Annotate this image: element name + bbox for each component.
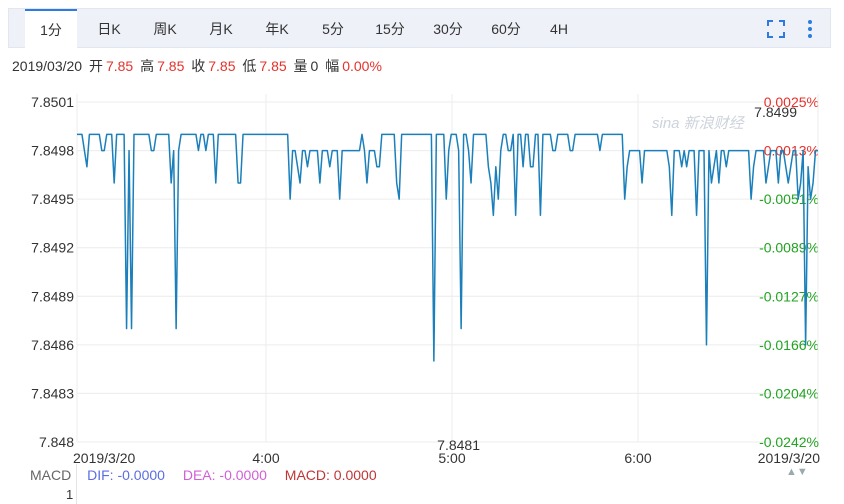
watermark-logo: sina 新浪财经 [652,115,746,132]
open-label: 开 [88,58,103,74]
y-tick-label: 7.8486 [31,337,74,353]
scroll-arrows-icon[interactable]: ▲▼ [786,466,808,478]
x-tick-label: 4:00 [252,450,279,464]
y-tick-label: 7.8498 [31,143,74,159]
more-options-icon[interactable] [800,19,820,39]
tab-5min[interactable]: 5分 [322,21,344,37]
quote-date: 2019/03/20 [12,58,83,74]
toolbar-icons [766,19,820,39]
macd-legend: MACD DIF: -0.0000 DEA: -0.0000 MACD: 0.0… [30,467,391,483]
tab-30min[interactable]: 30分 [433,21,463,37]
volume-label: 量 [293,58,308,74]
range-label: 幅 [325,58,340,74]
macd-title: MACD [30,467,72,483]
y-tick-label: 7.8483 [31,385,74,401]
y-tick-label: 7.8501 [31,94,74,110]
min-price-label: 7.8481 [437,437,480,453]
tab-15min[interactable]: 15分 [375,21,405,37]
pct-tick-label: -0.0089% [759,240,819,256]
low-label: 低 [242,58,257,74]
max-price-label: 7.8499 [754,104,797,120]
tab-1min[interactable]: 1分 [25,9,77,49]
pct-tick-label: 0.0013% [764,143,819,159]
x-tick-label: 2019/3/20 [73,450,135,464]
y-tick-label: 7.848 [39,434,74,450]
range-value: 0.00% [342,58,382,74]
macd-axis-tick: 1 [66,487,74,502]
tab-daily[interactable]: 日K [97,21,121,37]
close-value: 7.85 [208,58,236,74]
tab-monthly[interactable]: 月K [209,21,233,37]
y-tick-label: 7.8492 [31,240,74,256]
x-tick-label: 5:00 [438,450,465,464]
fullscreen-icon[interactable] [766,19,786,39]
pct-tick-label: -0.0127% [759,288,819,304]
tab-60min[interactable]: 60分 [491,21,521,37]
close-label: 收 [191,58,206,74]
high-value: 7.85 [157,58,185,74]
x-tick-label: 2019/3/20 [758,450,820,464]
price-chart[interactable]: 7.8501 0.0025%7.8498 0.0013%7.8495 -0.0051%… [0,80,844,464]
tab-4h[interactable]: 4H [550,21,568,37]
pct-tick-label: -0.0204% [759,385,819,401]
y-tick-label: 7.8489 [31,288,74,304]
high-label: 高 [140,58,155,74]
y-tick-label: 7.8495 [31,191,74,207]
macd-dif: DIF: -0.0000 [87,467,165,483]
pct-tick-label: -0.0242% [759,434,819,450]
tab-weekly[interactable]: 周K [153,21,177,37]
volume-value: 0 [310,58,319,74]
pct-tick-label: -0.0166% [759,337,819,353]
open-value: 7.85 [105,58,134,74]
macd-dea: DEA: -0.0000 [182,467,267,483]
macd-value: MACD: 0.0000 [284,467,377,483]
macd-axis-line [76,464,77,504]
pct-tick-label: 0.0025% [764,94,819,110]
price-series-line [77,133,818,362]
low-value: 7.85 [259,58,287,74]
period-tabbar: 1分 日K 周K 月K 年K 5分 15分 30分 60分 4H [8,8,831,49]
tab-yearly[interactable]: 年K [265,21,289,37]
x-tick-label: 6:00 [624,450,651,464]
